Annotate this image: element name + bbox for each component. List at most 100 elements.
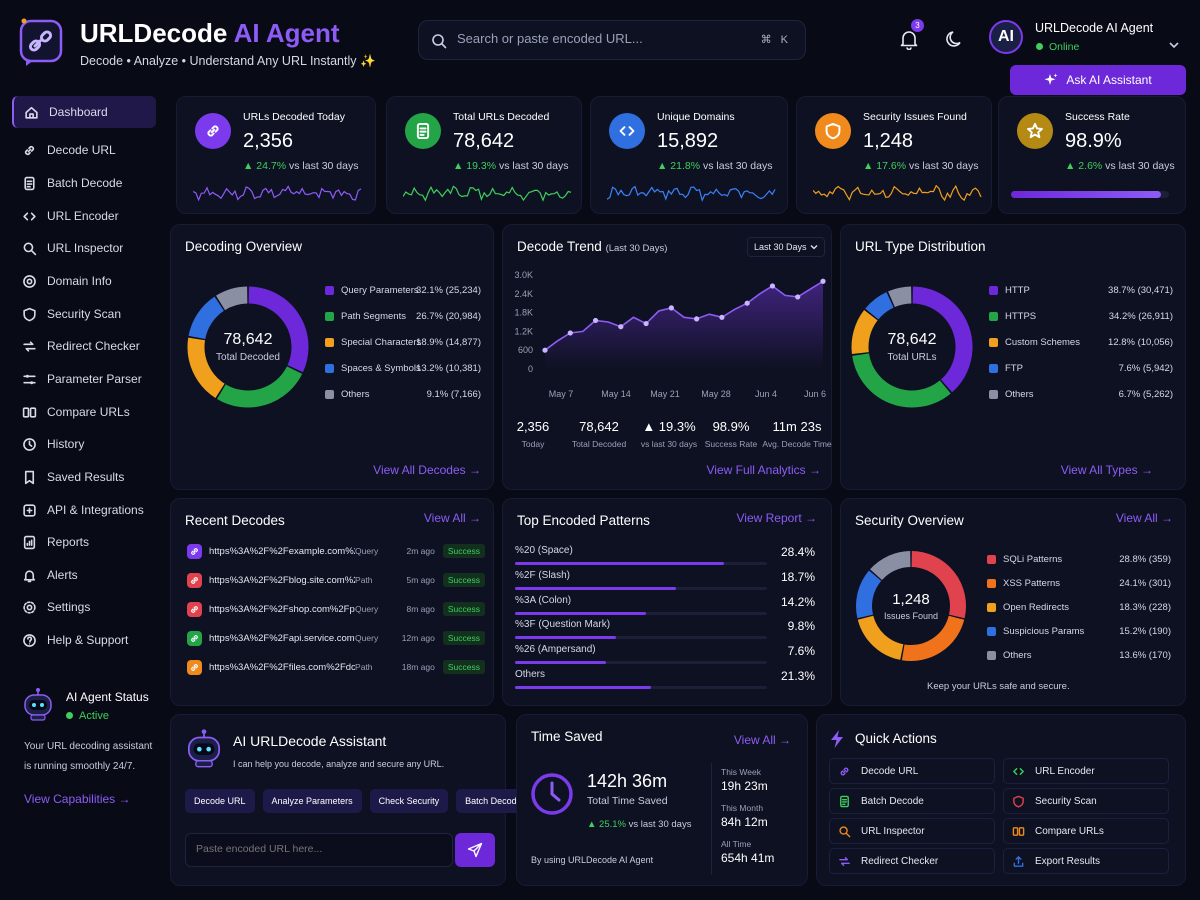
assistant-chip-check-security[interactable]: Check Security bbox=[369, 789, 449, 813]
x-tick-label: Jun 4 bbox=[755, 389, 777, 399]
pattern-percent: 7.6% bbox=[787, 644, 815, 659]
legend-value: 26.7% (20,984) bbox=[416, 311, 481, 322]
table-row[interactable]: https%3A%2F%2Fapi.service.com%... Query … bbox=[187, 627, 485, 649]
sidebar-item-saved-results[interactable]: Saved Results bbox=[12, 461, 156, 493]
quick-action-decode-url[interactable]: Decode URL bbox=[829, 758, 995, 784]
stat-card-total-urls-decoded: Total URLs Decoded 78,642 ▲ 19.3% vs las… bbox=[386, 96, 582, 214]
search-input[interactable] bbox=[457, 31, 747, 46]
link-icon bbox=[187, 630, 202, 646]
y-tick-label: 1.2K bbox=[514, 326, 533, 336]
quick-action-url-inspector[interactable]: URL Inspector bbox=[829, 818, 995, 844]
decode-time: 8m ago bbox=[406, 604, 435, 614]
assistant-input[interactable] bbox=[196, 843, 446, 855]
sidebar-item-history[interactable]: History bbox=[12, 428, 156, 460]
sidebar-item-label: Dashboard bbox=[49, 105, 108, 119]
view-all-types-link[interactable]: View All Types → bbox=[1060, 463, 1153, 477]
sidebar-item-alerts[interactable]: Alerts bbox=[12, 559, 156, 591]
table-row[interactable]: https%3A%2F%2Ffiles.com%2Fdo... Path 18m… bbox=[187, 656, 485, 678]
view-capabilities-link[interactable]: View Capabilities → bbox=[24, 792, 131, 806]
donut-segment bbox=[852, 353, 951, 408]
sidebar-item-compare-urls[interactable]: Compare URLs bbox=[12, 396, 156, 428]
trend-point bbox=[618, 324, 624, 330]
sidebar-item-settings[interactable]: Settings bbox=[12, 591, 156, 623]
range-select[interactable]: Last 30 Days bbox=[747, 237, 825, 257]
table-row[interactable]: https%3A%2F%2Fexample.com%2F... Query 2m… bbox=[187, 540, 485, 562]
sidebar-item-url-inspector[interactable]: URL Inspector bbox=[12, 232, 156, 264]
table-row[interactable]: https%3A%2F%2Fshop.com%2Fpr... Query 8m … bbox=[187, 598, 485, 620]
sidebar-item-redirect-checker[interactable]: Redirect Checker bbox=[12, 330, 156, 362]
quick-action-batch-decode[interactable]: Batch Decode bbox=[829, 788, 995, 814]
time-period-value: 84h 12m bbox=[721, 815, 768, 829]
sidebar-item-reports[interactable]: Reports bbox=[12, 526, 156, 558]
quick-action-label: Security Scan bbox=[1035, 795, 1097, 807]
sidebar-item-domain-info[interactable]: Domain Info bbox=[12, 265, 156, 297]
search-bar[interactable]: ⌘ K bbox=[418, 20, 806, 60]
trend-stat-label: Total Decoded bbox=[571, 439, 627, 449]
app-title-main: URLDecode bbox=[80, 18, 228, 48]
security-view-all-link[interactable]: View All → bbox=[1115, 511, 1173, 525]
sidebar-item-batch-decode[interactable]: Batch Decode bbox=[12, 167, 156, 199]
sidebar-item-dashboard[interactable]: Dashboard bbox=[12, 96, 156, 128]
view-report-link[interactable]: View Report → bbox=[736, 511, 817, 525]
view-full-analytics-link[interactable]: View Full Analytics → bbox=[706, 463, 822, 477]
url-type-distribution-title: URL Type Distribution bbox=[855, 239, 986, 254]
time-saved-view-all-link[interactable]: View All → bbox=[733, 733, 791, 747]
quick-action-security-scan[interactable]: Security Scan bbox=[1003, 788, 1169, 814]
link-icon bbox=[187, 659, 202, 675]
decoding-overview-center: 78,642 Total Decoded bbox=[207, 331, 289, 363]
time-saved-title: Time Saved bbox=[531, 729, 603, 744]
sidebar-item-label: Settings bbox=[47, 600, 91, 614]
time-period-value: 654h 41m bbox=[721, 851, 775, 865]
sidebar-item-security-scan[interactable]: Security Scan bbox=[12, 298, 156, 330]
legend-item: Others bbox=[989, 389, 1034, 400]
security-center: 1,248 Issues Found bbox=[873, 591, 949, 621]
y-tick-label: 600 bbox=[518, 345, 533, 355]
sidebar-item-url-encoder[interactable]: URL Encoder bbox=[12, 200, 156, 232]
notification-bell-icon[interactable] bbox=[898, 28, 920, 50]
stat-title: Success Rate bbox=[1065, 111, 1130, 123]
user-name: URLDecode AI Agent bbox=[1035, 21, 1154, 35]
sparkline bbox=[403, 185, 572, 202]
assistant-chip-analyze-parameters[interactable]: Analyze Parameters bbox=[262, 789, 362, 813]
time-saved-divider bbox=[711, 763, 712, 875]
view-all-decodes-link[interactable]: View All Decodes → bbox=[373, 463, 481, 477]
sidebar-item-parameter-parser[interactable]: Parameter Parser bbox=[12, 363, 156, 395]
link-icon bbox=[187, 601, 202, 617]
sidebar-item-api-integrations[interactable]: API & Integrations bbox=[12, 494, 156, 526]
user-status: Online bbox=[1036, 41, 1079, 53]
assistant-send-button[interactable] bbox=[455, 833, 495, 867]
robot-icon bbox=[24, 688, 52, 721]
avatar[interactable]: AI bbox=[989, 20, 1023, 54]
recent-decodes-view-all-link[interactable]: View All → bbox=[423, 511, 481, 525]
assistant-input-box[interactable] bbox=[185, 833, 453, 867]
quick-action-redirect-checker[interactable]: Redirect Checker bbox=[829, 848, 995, 874]
stat-card-unique-domains: Unique Domains 15,892 ▲ 21.8% vs last 30… bbox=[590, 96, 788, 214]
status-badge: Success bbox=[442, 660, 485, 674]
globe-icon bbox=[23, 274, 36, 288]
assistant-chip-decode-url[interactable]: Decode URL bbox=[185, 789, 255, 813]
row-link-glyph bbox=[191, 547, 198, 555]
quick-action-compare-urls[interactable]: Compare URLs bbox=[1003, 818, 1169, 844]
stat-delta-value: ▲ 21.8% bbox=[657, 160, 701, 172]
legend-item: XSS Patterns bbox=[987, 578, 1060, 589]
y-tick-label: 1.8K bbox=[514, 308, 533, 318]
security-issues-label: Issues Found bbox=[883, 611, 939, 621]
chevron-down-icon[interactable] bbox=[1168, 40, 1180, 50]
success-rate-progress-fill bbox=[1011, 191, 1162, 198]
ask-ai-assistant-button[interactable]: Ask AI Assistant bbox=[1010, 65, 1186, 95]
sidebar-item-decode-url[interactable]: Decode URL bbox=[12, 134, 156, 166]
decode-time: 5m ago bbox=[406, 575, 435, 585]
table-row[interactable]: https%3A%2F%2Fblog.site.com%2F... Path 5… bbox=[187, 569, 485, 591]
quick-action-url-encoder[interactable]: URL Encoder bbox=[1003, 758, 1169, 784]
trend-point bbox=[719, 314, 725, 320]
quick-actions-title: Quick Actions bbox=[855, 731, 937, 746]
legend-value: 18.9% (14,877) bbox=[416, 337, 481, 348]
sidebar-item-label: Help & Support bbox=[47, 633, 129, 647]
sidebar-item-label: History bbox=[47, 437, 85, 451]
status-badge: Success bbox=[442, 602, 485, 616]
sidebar-item-help-support[interactable]: Help & Support bbox=[12, 624, 156, 656]
trend-point bbox=[542, 347, 548, 353]
theme-toggle-moon-icon[interactable] bbox=[944, 28, 966, 50]
legend-swatch bbox=[325, 286, 334, 295]
quick-action-export-results[interactable]: Export Results bbox=[1003, 848, 1169, 874]
